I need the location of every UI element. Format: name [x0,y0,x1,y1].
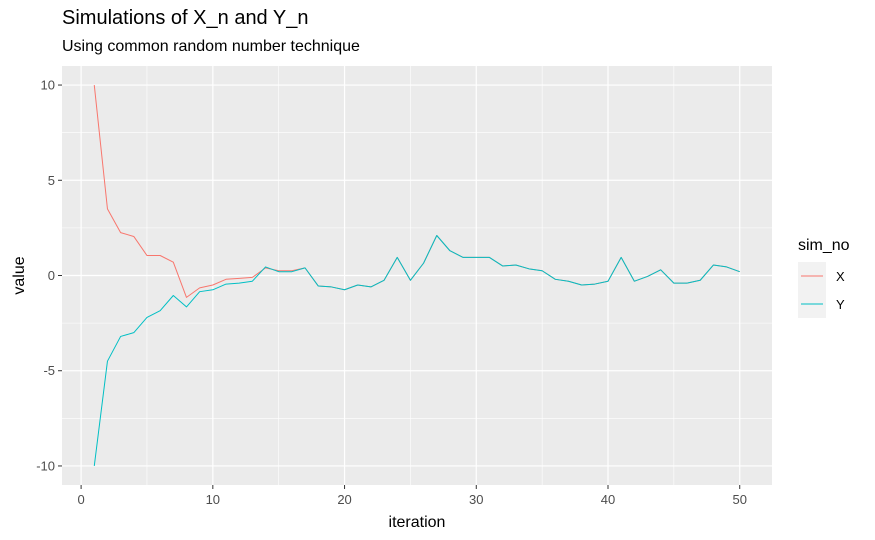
x-tick-label: 0 [77,492,84,507]
y-tick-label: 5 [48,173,55,188]
x-axis-title: iteration [389,514,446,531]
y-tick-label: -10 [36,458,55,473]
legend: sim_no XY [798,237,850,318]
x-tick-label: 50 [732,492,746,507]
x-tick-label: 30 [469,492,483,507]
y-axis-title: value [11,256,28,294]
y-tick-label: 0 [48,268,55,283]
x-axis: 0 10 20 30 40 50 [77,485,747,507]
x-tick-label: 20 [337,492,351,507]
legend-label-y: Y [836,297,845,312]
y-axis: 10 5 0 -5 -10 [36,78,62,473]
legend-title: sim_no [798,237,850,254]
x-tick-label: 40 [601,492,615,507]
legend-key-x [798,262,826,290]
major-gridlines [62,66,772,485]
y-tick-label: 10 [41,78,55,93]
chart-subtitle: Using common random number technique [62,38,360,55]
legend-key-y [798,290,826,318]
y-tick-label: -5 [43,363,55,378]
legend-label-x: X [836,269,845,284]
series-lines [93,84,740,467]
x-tick-label: 10 [206,492,220,507]
series-line-y [93,235,740,467]
chart-title: Simulations of X_n and Y_n [62,7,309,29]
